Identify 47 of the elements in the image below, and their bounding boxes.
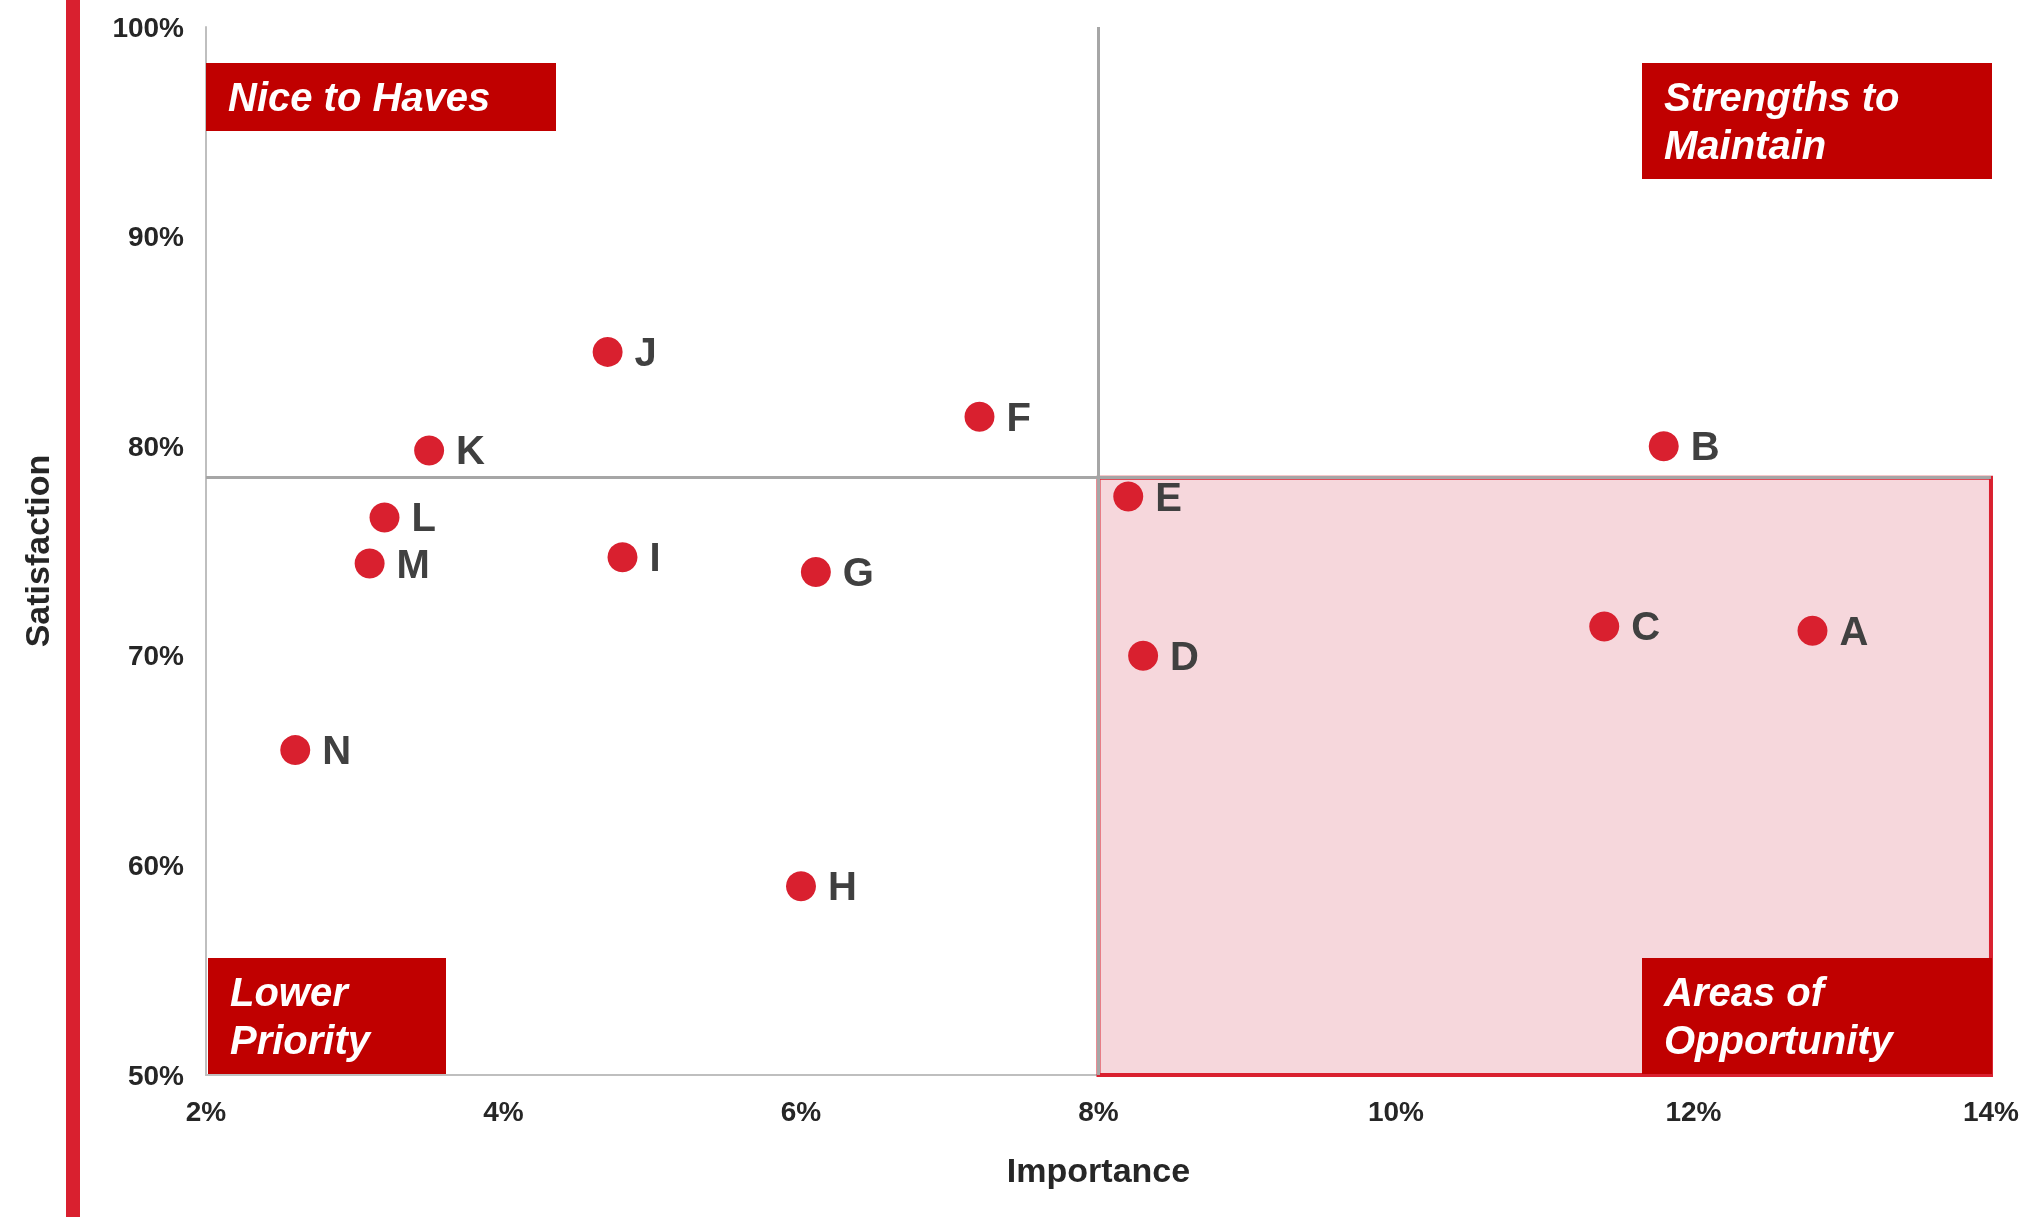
annotation: Lower Priority [230, 970, 372, 1062]
point [369, 502, 400, 533]
annotation: Strengths to Maintain [1664, 75, 1911, 167]
series-label: D [1170, 633, 1199, 678]
point [1797, 615, 1828, 646]
series-label: K [456, 428, 486, 473]
annotation: Areas of Opportunity [1663, 970, 1895, 1062]
x-tick-label: 8% [1078, 1095, 1119, 1127]
x-tick-label: 6% [780, 1095, 822, 1127]
point [1128, 640, 1159, 671]
series-label: M [396, 541, 430, 586]
y-tick-label: 100% [112, 11, 185, 43]
series-label: F [1006, 394, 1031, 439]
y-tick-label: 50% [127, 1059, 185, 1091]
series-label: J [634, 329, 657, 374]
point [354, 548, 385, 579]
point [786, 871, 816, 902]
series-label: B [1690, 424, 1720, 469]
point [607, 542, 638, 573]
y-tick-label: 90% [127, 221, 185, 253]
y-tick-label: 70% [127, 640, 185, 672]
point [800, 556, 831, 587]
point [280, 735, 311, 766]
series-label: A [1839, 608, 1869, 653]
point [1589, 611, 1620, 642]
series-label: H [827, 864, 857, 909]
point [414, 435, 445, 466]
x-axis-title: Importance [1006, 1151, 1191, 1189]
series-label: I [649, 535, 661, 580]
point [1648, 431, 1679, 462]
point [1113, 481, 1144, 512]
series-label: G [842, 549, 874, 594]
x-tick-label: 2% [185, 1095, 227, 1127]
series-label: E [1155, 474, 1182, 519]
x-tick-label: 4% [483, 1095, 524, 1127]
point [964, 401, 995, 432]
point [592, 336, 623, 367]
series-label: N [322, 728, 352, 773]
x-tick-label: 14% [1962, 1095, 2020, 1127]
annotation: Nice to Haves [228, 75, 491, 119]
x-tick-label: 10% [1367, 1095, 1425, 1127]
series-label: L [411, 495, 436, 540]
y-tick-label: 80% [127, 430, 185, 462]
y-axis-title: Satisfaction [18, 454, 56, 648]
x-tick-label: 12% [1665, 1095, 1722, 1127]
series-label: C [1631, 604, 1661, 649]
y-tick-label: 60% [127, 849, 185, 881]
